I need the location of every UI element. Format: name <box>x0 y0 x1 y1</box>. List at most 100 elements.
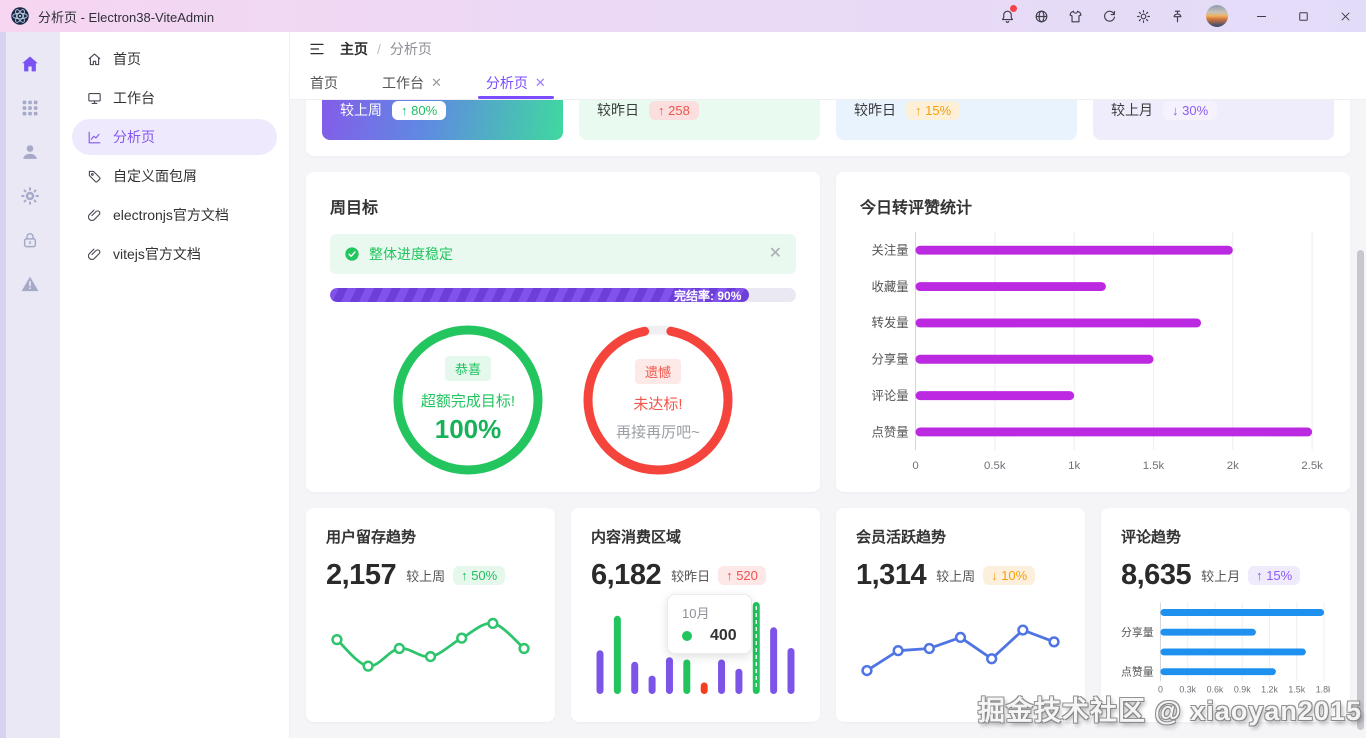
compare-label: 较昨日 <box>671 569 711 584</box>
card-today-stats: 今日转评赞统计 0 0.5k 1k 1.5k 2k 2.5k 关注量 收藏量 转发量 分享量 评论量… <box>836 172 1350 492</box>
sidebar-item-2[interactable]: 分析页 <box>72 119 277 155</box>
card-title: 评论趋势 <box>1121 529 1182 546</box>
sidebar-item-1[interactable]: 工作台 <box>72 80 277 116</box>
compare-label: 较上周 <box>406 569 446 584</box>
svg-text:2.5k: 2.5k <box>1301 460 1323 472</box>
breadcrumb-separator: / <box>377 41 381 57</box>
window-close-icon[interactable] <box>1324 0 1366 32</box>
svg-text:分享量: 分享量 <box>1121 625 1154 639</box>
tab-close-icon[interactable]: ✕ <box>534 75 546 90</box>
overview-stat-3: 较上月 ↓ 30% <box>1093 100 1334 140</box>
tooltip-series-dot-icon <box>682 631 692 641</box>
card-title: 会员活跃趋势 <box>856 529 947 546</box>
refresh-icon[interactable] <box>1092 0 1126 32</box>
overview-stat-2: 较昨日 ↑ 15% <box>836 100 1077 140</box>
rail-item-user-icon[interactable] <box>0 130 60 174</box>
gauge-subtext: 再接再厉吧~ <box>616 423 700 441</box>
sidebar-item-label: 首页 <box>113 51 141 67</box>
sidebar-item-label: 分析页 <box>113 129 155 145</box>
breadcrumb-current: 分析页 <box>389 41 432 57</box>
member-line-chart <box>861 624 1060 677</box>
stat-compare-label: 较上月 <box>1111 102 1153 118</box>
tab-label: 分析页 <box>485 74 528 91</box>
sidebar-item-3[interactable]: 自定义面包屑 <box>72 158 277 194</box>
stat-compare-label: 较昨日 <box>597 102 639 118</box>
sidebar-item-label: 自定义面包屑 <box>113 168 197 184</box>
metric-value: 1,314 <box>856 559 927 591</box>
sidebar-item-label: vitejs官方文档 <box>113 246 201 262</box>
pin-icon[interactable] <box>1160 0 1194 32</box>
stat-trend-badge: ↑ 15% <box>906 100 961 120</box>
trend-badge: ↑ 520 <box>718 566 766 585</box>
alert-message: 整体进度稳定 <box>369 246 453 262</box>
chart-trend-icon <box>86 129 103 146</box>
svg-text:1k: 1k <box>1068 460 1080 472</box>
titlebar: 分析页 - Electron38-ViteAdmin <box>0 0 1366 32</box>
retention-line-chart <box>331 617 530 672</box>
icon-rail <box>0 32 60 738</box>
monitor-icon <box>86 90 103 107</box>
compare-label: 较上周 <box>936 569 976 584</box>
window-maximize-icon[interactable] <box>1282 0 1324 32</box>
svg-text:1.8k: 1.8k <box>1316 684 1330 694</box>
stat-compare-label: 较昨日 <box>854 102 896 118</box>
rail-item-home-icon[interactable] <box>0 42 60 86</box>
scrollbar-thumb[interactable] <box>1357 250 1364 730</box>
card-title: 周目标 <box>330 200 379 217</box>
tag-icon <box>86 168 103 185</box>
settings-icon[interactable] <box>1126 0 1160 32</box>
trend-badge: ↓ 10% <box>983 566 1036 585</box>
rail-item-lock-icon[interactable] <box>0 218 60 262</box>
progress-fill: 完结率: 90% <box>330 288 750 302</box>
window-title: 分析页 - Electron38-ViteAdmin <box>38 9 215 25</box>
link-icon <box>86 207 103 224</box>
card-member-activity: 会员活跃趋势 1,314 较上周 ↓ 10% <box>836 508 1085 722</box>
sidebar-item-4[interactable]: electronjs官方文档 <box>72 197 277 233</box>
rail-item-apps-grid-icon[interactable] <box>0 86 60 130</box>
card-user-retention: 用户留存趋势 2,157 较上周 ↑ 50% <box>306 508 555 722</box>
sidebar-item-0[interactable]: 首页 <box>72 41 277 77</box>
svg-text:点赞量: 点赞量 <box>871 425 908 439</box>
svg-text:收藏量: 收藏量 <box>871 280 908 294</box>
rail-item-gear-icon[interactable] <box>0 174 60 218</box>
main-area: 主页 / 分析页 首页 工作台 ✕ 分析页 ✕ 较上周 ↑ 80% 较昨日 ↑ 258 较昨日 ↑… <box>290 32 1366 738</box>
tab-0[interactable]: 首页 <box>308 66 340 99</box>
page-content: 较上周 ↑ 80% 较昨日 ↑ 258 较昨日 ↑ 15% 较上月 ↓ 30% 周目标 整体进… <box>290 100 1366 738</box>
svg-text:0.9k: 0.9k <box>1234 684 1251 694</box>
gauge-success: 恭喜 超额完成目标! 100% <box>388 320 548 480</box>
metric-value: 2,157 <box>326 559 397 591</box>
trend-badge: ↑ 15% <box>1248 566 1301 585</box>
menu-fold-icon[interactable] <box>308 40 326 58</box>
user-icon <box>19 141 41 163</box>
metric-value: 8,635 <box>1121 559 1192 591</box>
home-outline-icon <box>86 51 103 68</box>
rail-item-warning-icon[interactable] <box>0 262 60 306</box>
link-icon <box>86 246 103 263</box>
check-circle-icon <box>344 246 360 262</box>
content-bar-chart <box>596 602 795 694</box>
window-minimize-icon[interactable] <box>1240 0 1282 32</box>
language-icon[interactable] <box>1024 0 1058 32</box>
bell-icon[interactable] <box>990 0 1024 32</box>
gauge-fail: 遗憾 未达标! 再接再厉吧~ <box>578 320 738 480</box>
user-avatar[interactable] <box>1206 5 1228 27</box>
svg-text:0: 0 <box>1158 684 1163 694</box>
tab-close-icon[interactable]: ✕ <box>431 75 442 90</box>
theme-icon[interactable] <box>1058 0 1092 32</box>
stat-trend-badge: ↓ 30% <box>1163 100 1218 120</box>
gauge-badge: 恭喜 <box>444 355 491 381</box>
warning-icon <box>19 273 41 295</box>
tab-1[interactable]: 工作台 ✕ <box>380 66 444 99</box>
tab-label: 工作台 <box>382 74 424 91</box>
sidebar-item-5[interactable]: vitejs官方文档 <box>72 236 277 272</box>
breadcrumb-home[interactable]: 主页 <box>340 41 368 57</box>
overview-stats-card: 较上周 ↑ 80% 较昨日 ↑ 258 较昨日 ↑ 15% 较上月 ↓ 30% <box>306 100 1350 156</box>
card-title: 内容消费区域 <box>591 529 682 546</box>
tab-2[interactable]: 分析页 ✕ <box>477 66 554 99</box>
lock-icon <box>19 229 41 251</box>
alert-close-icon[interactable]: ✕ <box>768 245 782 262</box>
card-title: 用户留存趋势 <box>326 529 417 546</box>
